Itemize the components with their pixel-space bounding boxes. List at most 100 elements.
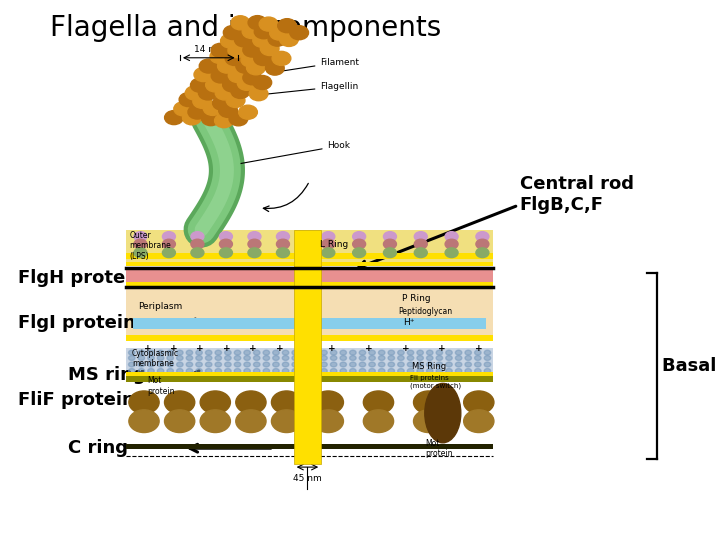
Circle shape <box>273 368 279 374</box>
Circle shape <box>465 362 472 367</box>
Circle shape <box>272 51 291 65</box>
Circle shape <box>322 232 335 241</box>
Circle shape <box>379 362 385 367</box>
Circle shape <box>134 232 147 241</box>
Circle shape <box>164 391 194 414</box>
Circle shape <box>158 350 164 355</box>
Text: Cytoplasmic
membrane: Cytoplasmic membrane <box>132 349 179 368</box>
Circle shape <box>215 368 222 374</box>
Circle shape <box>417 375 423 379</box>
Circle shape <box>238 76 256 90</box>
Circle shape <box>185 86 204 100</box>
Text: C ring: C ring <box>68 439 128 457</box>
Text: Mot
protein: Mot protein <box>148 376 175 396</box>
Circle shape <box>248 248 261 258</box>
Circle shape <box>340 350 346 355</box>
Circle shape <box>369 355 375 361</box>
Circle shape <box>321 355 328 361</box>
Circle shape <box>408 355 414 361</box>
Circle shape <box>263 362 269 367</box>
Text: MS Ring: MS Ring <box>412 362 446 370</box>
Circle shape <box>350 350 356 355</box>
Circle shape <box>235 33 253 47</box>
Circle shape <box>273 355 279 361</box>
Circle shape <box>164 410 194 433</box>
Circle shape <box>426 375 433 379</box>
Circle shape <box>193 94 212 109</box>
Circle shape <box>436 368 443 374</box>
Circle shape <box>302 375 308 379</box>
Circle shape <box>321 362 328 367</box>
Circle shape <box>417 362 423 367</box>
Circle shape <box>302 355 308 361</box>
Circle shape <box>225 362 231 367</box>
Circle shape <box>176 362 183 367</box>
Circle shape <box>138 362 145 367</box>
Text: L Ring: L Ring <box>320 240 348 248</box>
Circle shape <box>474 368 481 374</box>
Circle shape <box>138 350 145 355</box>
Circle shape <box>408 362 414 367</box>
Circle shape <box>163 239 176 249</box>
Circle shape <box>203 102 222 116</box>
Circle shape <box>234 375 240 379</box>
Circle shape <box>205 362 212 367</box>
Circle shape <box>215 355 222 361</box>
Circle shape <box>244 375 251 379</box>
Circle shape <box>436 362 443 367</box>
Circle shape <box>273 375 279 379</box>
Circle shape <box>276 239 289 249</box>
Text: Flagellin: Flagellin <box>266 82 359 94</box>
Circle shape <box>158 375 164 379</box>
Circle shape <box>248 16 267 30</box>
Text: +: + <box>475 345 482 353</box>
Circle shape <box>165 111 184 125</box>
Circle shape <box>215 362 222 367</box>
Circle shape <box>321 368 328 374</box>
Circle shape <box>236 59 255 73</box>
Circle shape <box>259 17 278 31</box>
Circle shape <box>446 350 452 355</box>
Circle shape <box>445 239 458 249</box>
Circle shape <box>322 248 335 258</box>
Circle shape <box>215 375 222 379</box>
Circle shape <box>388 368 395 374</box>
Circle shape <box>158 355 164 361</box>
Circle shape <box>446 362 452 367</box>
FancyBboxPatch shape <box>133 318 486 329</box>
Circle shape <box>292 375 298 379</box>
Circle shape <box>229 112 248 126</box>
Circle shape <box>242 24 261 38</box>
Circle shape <box>384 239 397 249</box>
Circle shape <box>330 355 337 361</box>
Circle shape <box>455 362 462 367</box>
Circle shape <box>313 391 343 414</box>
Text: Fli proteins
(motor switch): Fli proteins (motor switch) <box>410 375 462 389</box>
Circle shape <box>196 350 202 355</box>
Circle shape <box>350 375 356 379</box>
FancyBboxPatch shape <box>126 282 493 287</box>
Circle shape <box>263 368 269 374</box>
Circle shape <box>244 350 251 355</box>
Circle shape <box>138 375 145 379</box>
Circle shape <box>212 96 231 110</box>
Circle shape <box>436 350 443 355</box>
Circle shape <box>226 93 245 107</box>
Text: +: + <box>144 345 151 353</box>
Circle shape <box>219 103 238 117</box>
Circle shape <box>311 355 318 361</box>
Circle shape <box>359 355 366 361</box>
Circle shape <box>176 350 183 355</box>
Circle shape <box>474 355 481 361</box>
Text: Central rod
FlgB,C,F: Central rod FlgB,C,F <box>520 175 634 214</box>
Circle shape <box>225 51 244 65</box>
Circle shape <box>186 350 193 355</box>
Circle shape <box>253 355 260 361</box>
Circle shape <box>129 410 159 433</box>
FancyBboxPatch shape <box>126 335 493 341</box>
Circle shape <box>202 112 220 126</box>
Circle shape <box>436 355 443 361</box>
Circle shape <box>364 410 394 433</box>
FancyBboxPatch shape <box>126 372 493 376</box>
Circle shape <box>282 350 289 355</box>
